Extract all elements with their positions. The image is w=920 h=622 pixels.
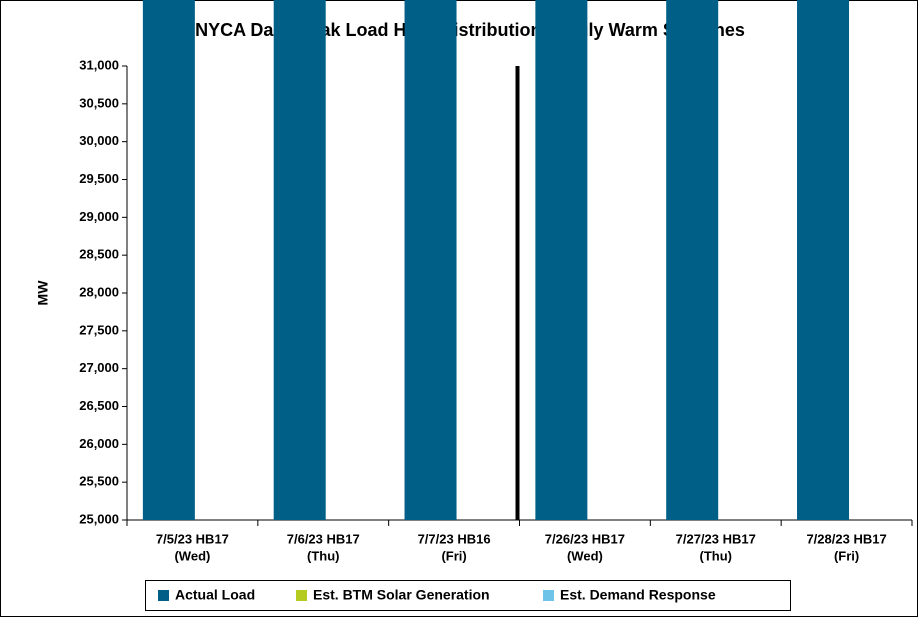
y-tick-label: 29,500 (79, 171, 119, 186)
legend-swatch (158, 590, 169, 601)
y-tick-label: 28,000 (79, 284, 119, 299)
bar-segment (535, 0, 588, 520)
x-tick-label: 7/27/23 HB17 (676, 531, 756, 546)
x-tick-label: (Fri) (441, 548, 466, 563)
x-tick-label: (Thu) (700, 548, 732, 563)
x-tick-label: (Wed) (174, 548, 210, 563)
legend-label: Actual Load (175, 587, 255, 603)
y-tick-label: 30,000 (79, 133, 119, 148)
y-tick-label: 30,500 (79, 95, 119, 110)
y-tick-label: 26,000 (79, 436, 119, 451)
bar-segment (142, 0, 195, 520)
y-tick-label: 27,500 (79, 322, 119, 337)
x-tick-label: (Thu) (307, 548, 339, 563)
bar-segment (404, 0, 457, 520)
y-tick-label: 29,000 (79, 209, 119, 224)
x-tick-label: 7/6/23 HB17 (287, 531, 360, 546)
legend-label: Est. BTM Solar Generation (313, 587, 490, 603)
bar-segment (273, 0, 326, 520)
x-tick-label: 7/28/23 HB17 (806, 531, 886, 546)
y-tick-label: 31,000 (79, 57, 119, 72)
x-tick-label: (Fri) (834, 548, 859, 563)
y-tick-label: 25,500 (79, 474, 119, 489)
x-tick-label: 7/5/23 HB17 (156, 531, 229, 546)
legend-label: Est. Demand Response (560, 587, 716, 603)
legend-box (145, 580, 791, 611)
legend-swatch (296, 590, 307, 601)
y-axis-label: MW (35, 280, 51, 306)
x-tick-label: 7/7/23 HB16 (418, 531, 491, 546)
bar-segment (797, 0, 850, 520)
y-tick-label: 26,500 (79, 398, 119, 413)
chart-title: NYCA Daily Peak Load Hour Distributions … (195, 20, 745, 40)
legend-swatch (543, 590, 554, 601)
y-tick-label: 25,000 (79, 511, 119, 526)
y-tick-label: 27,000 (79, 360, 119, 375)
x-tick-label: (Wed) (567, 548, 603, 563)
y-tick-label: 28,500 (79, 247, 119, 262)
x-tick-label: 7/26/23 HB17 (545, 531, 625, 546)
bar-segment (666, 0, 719, 520)
